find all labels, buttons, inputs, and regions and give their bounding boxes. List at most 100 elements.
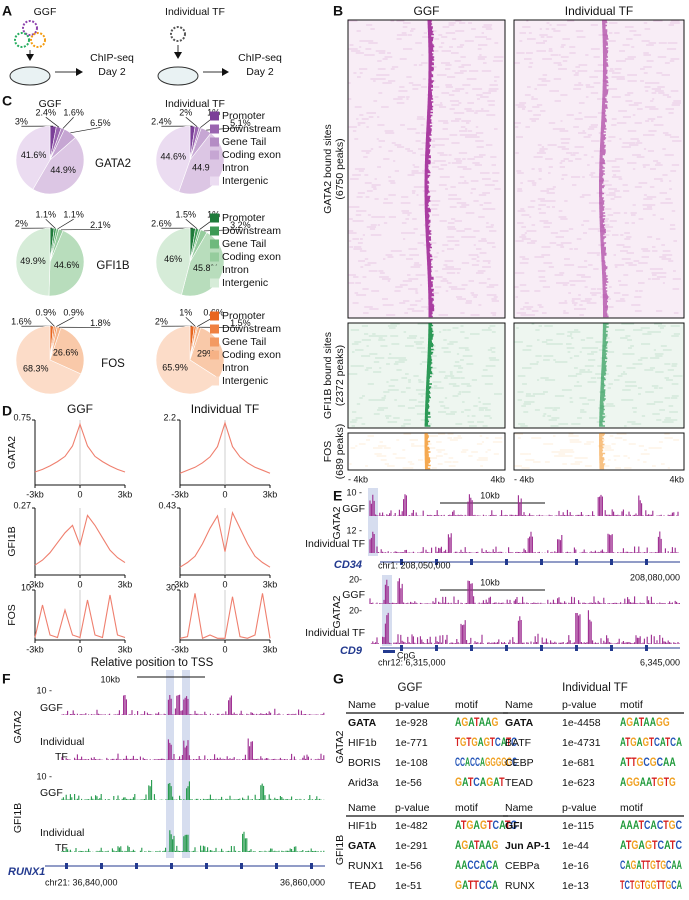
track-group-label: GATA2 — [12, 710, 24, 743]
motif-name: RUNX — [505, 880, 535, 892]
panel-letter: C — [2, 93, 12, 109]
pie-label: 1.6% — [63, 108, 84, 118]
leader-line — [203, 229, 241, 232]
coordinate: 6,345,000 — [640, 657, 680, 667]
motif-name: CEBP — [505, 757, 534, 769]
pie-label: 44.9% — [50, 165, 76, 175]
profile-line — [179, 510, 271, 568]
p-value: 1e-4731 — [562, 737, 601, 749]
panel-a-icons — [9, 20, 229, 86]
y-tick-label: 30 — [166, 582, 176, 592]
coordinate: chr1: 208,050,000 — [378, 560, 451, 570]
pie-label: 1.1% — [36, 210, 57, 220]
profile-row-label: GATA2 — [6, 436, 18, 469]
exon — [645, 645, 648, 651]
p-value: 1e-115 — [562, 820, 594, 832]
pie-label: 2% — [15, 219, 28, 229]
motif-logo: AACCACA — [455, 858, 499, 872]
motif-logo: AGATAAG — [455, 838, 498, 852]
legend-swatch — [210, 226, 219, 236]
legend-label: Coding exon — [222, 251, 281, 263]
track-max: 20- — [349, 574, 362, 584]
heatmap-noise — [348, 20, 504, 316]
legend-swatch — [210, 213, 219, 223]
x-tick-label: -3kb — [26, 579, 44, 589]
track-max: 10 - — [346, 487, 362, 497]
p-value: 1e-56 — [395, 777, 422, 789]
x-tick-label: 0 — [222, 579, 227, 589]
profile-title: GGF — [67, 402, 93, 416]
x-tick-label: -3kb — [171, 489, 189, 499]
motif-logo: ATGAGTCATC — [455, 818, 517, 832]
y-tick-label: 2.2 — [163, 412, 176, 422]
pie-label: 45.8% — [193, 263, 219, 273]
legend-swatch — [210, 124, 219, 134]
track-name: GGF — [342, 503, 365, 515]
condition-title: Individual TF — [165, 6, 225, 18]
feature-label: CpG — [397, 650, 416, 660]
p-value: 1e-16 — [562, 860, 589, 872]
legend-swatch — [210, 252, 219, 262]
pie-label: 1% — [179, 308, 192, 318]
legend-label: Gene Tail — [222, 136, 266, 148]
p-value: 1e-623 — [562, 777, 595, 789]
highlight — [368, 488, 378, 556]
legend-label: Intron — [222, 264, 249, 276]
p-value: 1e-56 — [395, 860, 422, 872]
exon — [505, 559, 508, 565]
track-name: Individual — [40, 736, 84, 748]
x-tick-label: 3kb — [263, 489, 278, 499]
p-value: 1e-482 — [395, 820, 428, 832]
x-tick-label: 0 — [77, 489, 82, 499]
heatmap-band — [424, 433, 431, 470]
p-value: 1e-681 — [562, 757, 595, 769]
heatmap-row-label: GFI1B bound sites — [322, 332, 334, 419]
pie-slice — [49, 327, 85, 375]
p-value: 1e-291 — [395, 840, 428, 852]
track-name: TF — [55, 751, 68, 763]
pie-label: 2.1% — [90, 220, 111, 230]
exon — [540, 645, 543, 651]
track-name: Individual — [40, 827, 84, 839]
heatmap-band — [599, 20, 609, 318]
p-value: 1e-771 — [395, 737, 428, 749]
x-tick-label: -3kb — [26, 644, 44, 654]
pie-row-label: FOS — [101, 358, 125, 370]
legend-label: Gene Tail — [222, 238, 266, 250]
pie-label: 29% — [197, 349, 215, 359]
motif-logo: AGATAAG — [455, 715, 498, 729]
legend-label: Intergenic — [222, 375, 268, 387]
track-name: Individual TF — [305, 538, 365, 550]
heatmap-title: GGF — [414, 4, 440, 18]
x-tick-label: 0 — [222, 489, 227, 499]
table-title: Individual TF — [562, 682, 628, 694]
exon — [100, 863, 103, 869]
table-group-label: GATA2 — [334, 730, 346, 763]
heatmap-row-label: FOS — [322, 441, 334, 463]
table-header: motif — [455, 802, 478, 814]
profile-line — [179, 421, 271, 474]
track-max: 10 - — [36, 771, 52, 781]
pie-label: 2.6% — [151, 219, 172, 229]
heatmap-band — [424, 20, 435, 318]
track-group-label: GFI1B — [12, 803, 24, 833]
x-tick-label: 3kb — [118, 579, 133, 589]
pie-label: 3.2% — [230, 220, 251, 230]
motif-logo: CCACCAGGGGGC — [455, 755, 517, 769]
motif-logo: AAATCACTGC — [620, 818, 682, 832]
track-max: 12 - — [346, 525, 362, 535]
highlight — [382, 575, 392, 646]
table-header: Name — [505, 802, 533, 814]
track-max: 20- — [349, 605, 362, 615]
exon — [400, 559, 403, 565]
exon — [575, 645, 578, 651]
pie-row-label: GFI1B — [96, 260, 130, 272]
x-tick-label: -3kb — [171, 579, 189, 589]
profile-line — [34, 514, 126, 566]
table-header: Name — [348, 802, 376, 814]
exon — [400, 645, 403, 651]
table-header: motif — [455, 699, 478, 711]
motif-name: GATA — [348, 717, 377, 729]
axis-title: Relative position to TSS — [91, 657, 214, 669]
heatmap-noise — [514, 20, 682, 316]
